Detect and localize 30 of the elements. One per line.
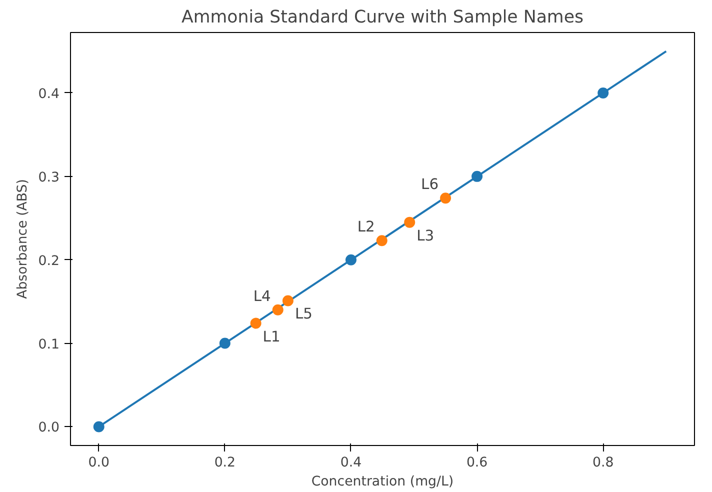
x-tick-label: 0.2 (214, 456, 236, 470)
x-tick-label: 0.8 (592, 456, 614, 470)
point (219, 338, 230, 349)
point (440, 192, 452, 204)
point (282, 295, 294, 306)
y-tick-label: 0.2 (38, 254, 60, 269)
point (404, 216, 416, 228)
point (345, 254, 356, 266)
annotation: L1 (262, 328, 280, 346)
annotation: L4 (253, 288, 271, 305)
x-axis-title: Concentration (mg/L) (311, 474, 454, 490)
point (376, 235, 388, 246)
y-tick-label: 0.3 (38, 170, 60, 186)
y-tick-label: 0.1 (38, 337, 60, 352)
y-tick-label: 0.4 (38, 86, 60, 102)
point (272, 304, 284, 316)
point (472, 170, 483, 182)
x-tick-label: 0.0 (88, 456, 110, 470)
annotation: L3 (416, 227, 434, 244)
point (93, 421, 104, 432)
annotation: L2 (357, 218, 375, 236)
chart-title: Ammonia Standard Curve with Sample Names (181, 8, 584, 28)
point (250, 318, 262, 329)
point (598, 88, 609, 98)
x-tick-label: 0.4 (340, 456, 362, 470)
x-tick-label: 0.6 (466, 456, 488, 470)
y-tick-label: 0.0 (38, 420, 60, 436)
y-axis-title: Absorbance (ABS) (15, 179, 30, 299)
annotation: L6 (421, 176, 439, 194)
annotation: L5 (294, 306, 312, 323)
